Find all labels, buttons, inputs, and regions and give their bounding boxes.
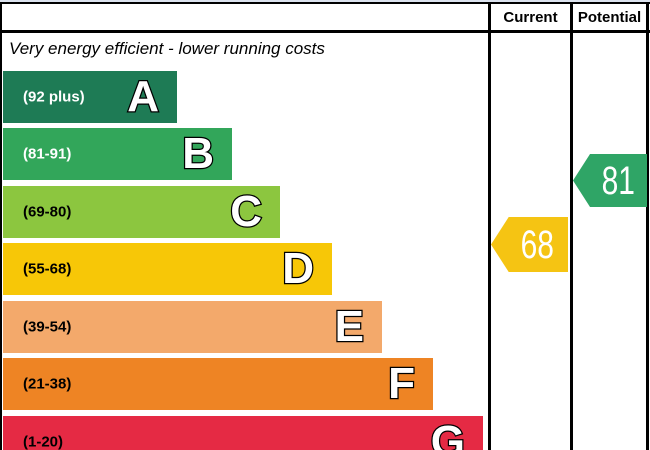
- current-column-header: Current: [503, 9, 558, 26]
- potential-rating-arrow: 81: [573, 154, 647, 207]
- band-c-letter: C: [229, 187, 263, 236]
- band-e-range-label: (39-54): [23, 318, 72, 336]
- current-rating-value: 68: [520, 222, 555, 267]
- band-a-letter: A: [126, 72, 160, 121]
- potential-rating-value: 81: [601, 158, 635, 203]
- band-g-letter: G: [430, 417, 467, 450]
- band-c-range-label: (69-80): [23, 203, 72, 221]
- band-f: (21-38) F: [3, 358, 433, 410]
- band-f-letter: F: [387, 359, 416, 408]
- band-a: (92 plus) A: [3, 71, 177, 123]
- efficiency-caption-top: Very energy efficient - lower running co…: [9, 39, 325, 58]
- band-b: (81-91) B: [3, 128, 232, 180]
- band-d: (55-68) D: [3, 243, 332, 295]
- current-column-divider: [488, 2, 491, 450]
- band-c: (69-80) C: [3, 186, 280, 238]
- top-accent-strip: [0, 0, 650, 2]
- table-border-right: [646, 2, 649, 450]
- band-d-range-label: (55-68): [23, 260, 72, 278]
- current-rating-arrow: 68: [491, 217, 568, 272]
- band-d-letter: D: [281, 244, 315, 293]
- potential-column-divider: [570, 2, 573, 450]
- band-g: (1-20) G: [3, 416, 483, 450]
- band-b-range-label: (81-91): [23, 145, 72, 163]
- table-border-left: [0, 2, 2, 450]
- band-e-letter: E: [333, 302, 365, 351]
- header-row-divider: [0, 30, 650, 33]
- band-b-letter: B: [181, 129, 215, 178]
- band-f-range-label: (21-38): [23, 375, 72, 393]
- potential-column-header: Potential: [577, 9, 642, 26]
- band-a-range-label: (92 plus): [23, 88, 85, 106]
- table-border-top: [0, 2, 650, 4]
- band-g-range-label: (1-20): [23, 433, 64, 450]
- band-e: (39-54) E: [3, 301, 382, 353]
